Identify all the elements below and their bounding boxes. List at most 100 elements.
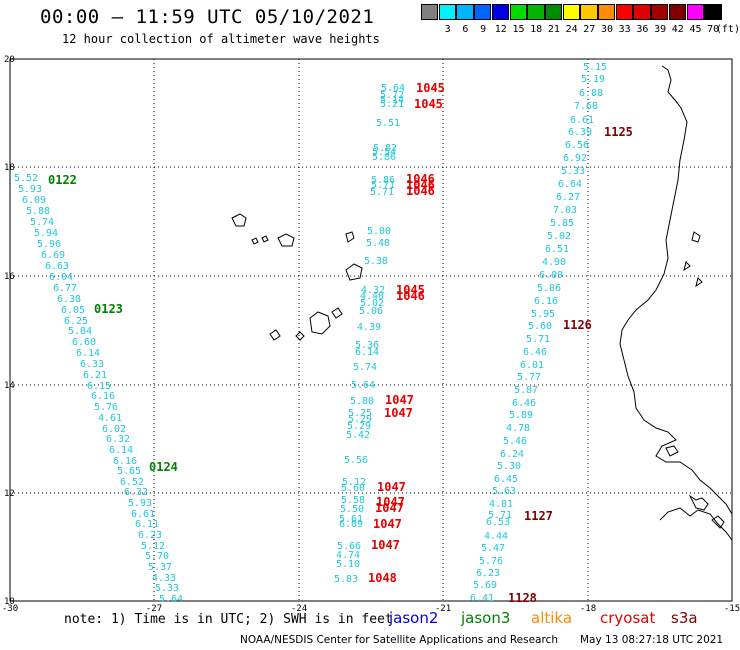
scale-swatch — [598, 4, 616, 20]
scale-swatch — [651, 4, 669, 20]
lon-tick-label: -24 — [291, 604, 307, 614]
wave-height-value: 6.52 — [120, 477, 144, 488]
wave-height-value: 4.61 — [98, 413, 122, 424]
wave-height-value: 6.53 — [486, 517, 510, 528]
wave-height-value: 6.33 — [80, 359, 104, 370]
wave-height-value: 5.74 — [30, 217, 54, 228]
wave-height-value: 5.71 — [488, 510, 512, 521]
scale-swatch — [704, 4, 722, 20]
pass-time-label: 1045 — [416, 81, 445, 95]
island — [251, 237, 259, 245]
wave-height-value: 5.71 — [526, 334, 550, 345]
pass-time-label: 0123 — [94, 302, 123, 316]
page-subtitle: 12 hour collection of altimeter wave hei… — [62, 32, 380, 46]
wave-height-value: 5.71 — [370, 187, 394, 198]
scale-swatch — [491, 4, 510, 20]
wave-height-value: 5.50 — [340, 504, 364, 515]
coastline — [659, 507, 733, 541]
pass-time-label: 1128 — [508, 591, 537, 605]
coastline — [695, 277, 703, 288]
wave-height-value: 6.15 — [87, 381, 111, 392]
wave-height-value: 5.76 — [479, 556, 503, 567]
pass-time-label: 1126 — [563, 318, 592, 332]
wave-height-value: 6.09 — [539, 270, 563, 281]
wave-height-value: 5.63 — [492, 486, 516, 497]
pass-time-label: 1127 — [524, 509, 553, 523]
pass-time-label: 1046 — [406, 172, 435, 186]
wave-height-value: 6.88 — [579, 88, 603, 99]
wave-height-value: 5.14 — [380, 95, 404, 106]
wave-height-value: 6.25 — [64, 316, 88, 327]
wave-height-value: 5.77 — [517, 372, 541, 383]
lat-tick-label: 12 — [4, 489, 15, 499]
wave-height-value: 5.85 — [550, 218, 574, 229]
wave-height-value: 5.12 — [141, 541, 165, 552]
wave-height-value: 6.46 — [523, 347, 547, 358]
scale-label: 9 — [480, 24, 487, 35]
wave-height-value: 6.16 — [534, 296, 558, 307]
wave-height-value: 6.32 — [124, 487, 148, 498]
wave-height-value: 6.38 — [57, 294, 81, 305]
scale-label: 15 — [512, 24, 525, 35]
wave-height-value: 5.06 — [359, 306, 383, 317]
wave-height-value: 6.32 — [106, 434, 130, 445]
wave-height-value: 6.61 — [131, 509, 155, 520]
wave-height-value: 5.86 — [537, 283, 561, 294]
wave-height-value: 6.56 — [565, 140, 589, 151]
scale-label: 30 — [600, 24, 614, 35]
axis-labels: -30 -27 -24 -21 -18 -15 20 18 16 14 12 10 — [2, 55, 740, 614]
wave-height-value: 5.29 — [347, 421, 371, 432]
wave-height-value: 6.77 — [53, 283, 77, 294]
lon-tick-label: -18 — [580, 604, 596, 614]
wave-height-value: 5.02 — [547, 231, 571, 242]
wave-height-value: 5.51 — [376, 118, 400, 129]
wave-height-value: 5.21 — [380, 99, 404, 110]
wave-height-value: 6.16 — [91, 391, 115, 402]
pass-time-label: 1047 — [385, 393, 414, 407]
wave-height-value: 6.23 — [476, 568, 500, 579]
scale-label: 12 — [494, 24, 507, 35]
wave-height-value: 5.60 — [528, 321, 552, 332]
wave-height-value: 4.90 — [542, 257, 566, 268]
scale-swatch — [615, 4, 634, 20]
wave-height-value: 6.51 — [545, 244, 569, 255]
island — [345, 231, 355, 243]
scale-swatch — [562, 4, 580, 20]
wave-height-value: 5.88 — [26, 206, 50, 217]
island — [309, 311, 331, 335]
wave-height-value: 6.92 — [563, 153, 587, 164]
scale-label: 3 — [444, 24, 451, 35]
wave-height-value: 5.87 — [514, 385, 538, 396]
wave-height-value: 4.39 — [357, 322, 381, 333]
coastline — [711, 515, 725, 529]
wave-height-value: 4.32 — [361, 285, 385, 296]
wave-height-value: 6.23 — [138, 530, 162, 541]
legend-jason2: jason2 — [389, 609, 439, 627]
wave-height-value: 4.81 — [489, 499, 513, 510]
satellite-tracks: 5.525.936.095.885.745.945.966.696.636.04… — [14, 62, 633, 605]
wave-height-value: 5.71 — [371, 180, 395, 191]
wave-height-value: 5.29 — [348, 414, 372, 425]
scale-label: 70 — [707, 24, 720, 35]
wave-height-value: 5.95 — [531, 309, 555, 320]
wave-height-value: 5.33 — [155, 583, 179, 594]
pass-time-label: 1047 — [376, 495, 405, 509]
scale-label: 27 — [583, 24, 596, 35]
pass-time-label: 1047 — [384, 406, 413, 420]
wave-height-value: 6.45 — [494, 474, 518, 485]
island — [345, 263, 363, 281]
legend-altika: altika — [531, 609, 573, 627]
wave-height-value: 5.64 — [351, 380, 375, 391]
wave-height-value: 6.61 — [570, 115, 594, 126]
coastline — [619, 65, 733, 515]
wave-height-value: 5.25 — [348, 408, 372, 419]
wave-height-value: 5.46 — [503, 436, 527, 447]
wave-height-value: 6.05 — [61, 305, 85, 316]
lat-tick-label: 14 — [4, 381, 15, 391]
wave-height-value: 5.69 — [473, 580, 497, 591]
scale-swatch — [633, 4, 651, 20]
lon-tick-label: -21 — [435, 604, 451, 614]
wave-height-value: 6.14 — [355, 347, 379, 358]
scale-swatch — [668, 4, 687, 20]
